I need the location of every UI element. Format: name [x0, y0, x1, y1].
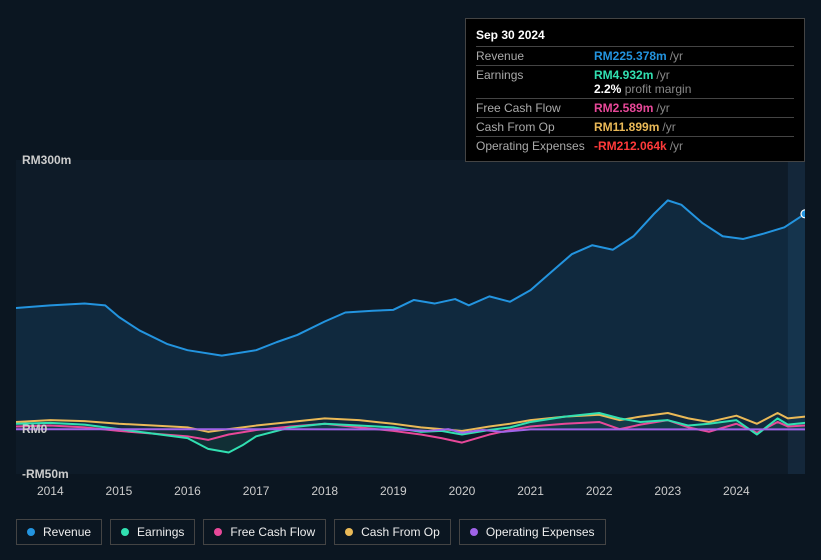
tooltip-unit: /yr	[662, 120, 675, 134]
legend-item[interactable]: Operating Expenses	[459, 519, 606, 545]
x-axis: 2014 2015 2016 2017 2018 2019 2020 2021 2022 2023…	[16, 484, 805, 500]
tooltip-value: RM4.932m	[594, 68, 653, 82]
legend-item[interactable]: Earnings	[110, 519, 195, 545]
legend-label: Free Cash Flow	[230, 525, 315, 539]
x-tick-label: 2022	[586, 484, 613, 498]
x-tick-label: 2020	[449, 484, 476, 498]
tooltip-row: EarningsRM4.932m/yr2.2% profit margin	[476, 66, 794, 99]
tooltip-label: Earnings	[476, 68, 594, 96]
chart-tooltip: Sep 30 2024 RevenueRM225.378m/yrEarnings…	[465, 18, 805, 162]
tooltip-label: Revenue	[476, 49, 594, 63]
legend-dot-icon	[345, 528, 353, 536]
tooltip-value: RM2.589m	[594, 101, 653, 115]
legend-item[interactable]: Free Cash Flow	[203, 519, 326, 545]
chart-plot-area	[16, 160, 805, 474]
tooltip-value: -RM212.064k	[594, 139, 667, 153]
x-tick-label: 2018	[311, 484, 338, 498]
tooltip-value-wrap: RM11.899m/yr	[594, 120, 676, 134]
x-tick-label: 2015	[106, 484, 133, 498]
x-tick-label: 2019	[380, 484, 407, 498]
x-tick-label: 2024	[723, 484, 750, 498]
y-tick-label: -RM50m	[22, 467, 69, 481]
chart-legend: Revenue Earnings Free Cash Flow Cash From O…	[16, 519, 606, 545]
tooltip-value-wrap: -RM212.064k/yr	[594, 139, 683, 153]
legend-dot-icon	[27, 528, 35, 536]
tooltip-unit: /yr	[670, 49, 683, 63]
tooltip-value-wrap: RM2.589m/yr	[594, 101, 670, 115]
legend-label: Operating Expenses	[486, 525, 595, 539]
tooltip-unit: /yr	[656, 101, 669, 115]
legend-item[interactable]: Cash From Op	[334, 519, 451, 545]
tooltip-row: Free Cash FlowRM2.589m/yr	[476, 99, 794, 118]
tooltip-value-wrap: RM4.932m/yr2.2% profit margin	[594, 68, 691, 96]
tooltip-row: RevenueRM225.378m/yr	[476, 47, 794, 66]
x-tick-label: 2014	[37, 484, 64, 498]
x-tick-label: 2016	[174, 484, 201, 498]
tooltip-value-wrap: RM225.378m/yr	[594, 49, 683, 63]
tooltip-label: Operating Expenses	[476, 139, 594, 153]
tooltip-row: Operating Expenses-RM212.064k/yr	[476, 137, 794, 155]
tooltip-label: Free Cash Flow	[476, 101, 594, 115]
y-tick-label: RM300m	[22, 153, 71, 167]
tooltip-unit: /yr	[656, 68, 669, 82]
legend-dot-icon	[121, 528, 129, 536]
y-tick-label: RM0	[22, 422, 47, 436]
tooltip-value: RM11.899m	[594, 120, 659, 134]
x-tick-label: 2023	[654, 484, 681, 498]
legend-item[interactable]: Revenue	[16, 519, 102, 545]
x-tick-label: 2021	[517, 484, 544, 498]
tooltip-unit: /yr	[670, 139, 683, 153]
tooltip-date: Sep 30 2024	[476, 23, 794, 47]
legend-label: Revenue	[43, 525, 91, 539]
tooltip-label: Cash From Op	[476, 120, 594, 134]
tooltip-subline: 2.2% profit margin	[594, 82, 691, 96]
legend-dot-icon	[470, 528, 478, 536]
legend-label: Cash From Op	[361, 525, 440, 539]
legend-dot-icon	[214, 528, 222, 536]
tooltip-value: RM225.378m	[594, 49, 667, 63]
x-tick-label: 2017	[243, 484, 270, 498]
tooltip-row: Cash From OpRM11.899m/yr	[476, 118, 794, 137]
legend-label: Earnings	[137, 525, 184, 539]
